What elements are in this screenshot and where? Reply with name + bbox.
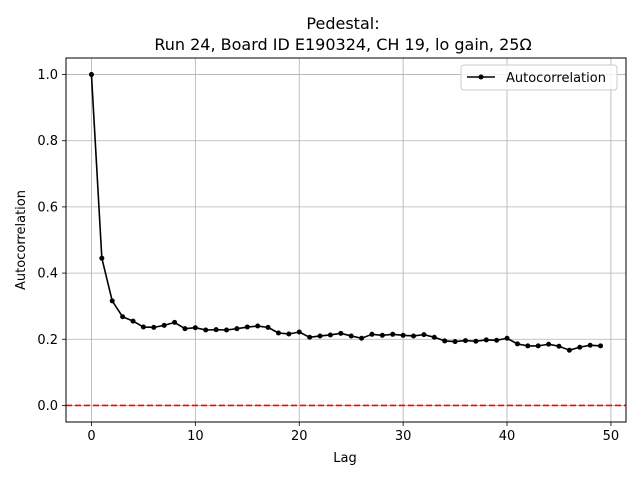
data-point xyxy=(203,327,209,333)
legend: Autocorrelation xyxy=(460,64,618,91)
y-axis-label: Autocorrelation xyxy=(14,190,29,290)
data-point xyxy=(317,333,323,339)
data-point xyxy=(514,341,520,347)
y-tick-label: 0.8 xyxy=(37,134,58,149)
x-tick-label: 30 xyxy=(395,429,412,444)
axes-frame xyxy=(65,57,627,423)
data-point xyxy=(109,298,115,304)
y-tick-label: 1.0 xyxy=(37,68,58,83)
data-point xyxy=(296,329,302,335)
data-point xyxy=(265,324,271,330)
data-point xyxy=(348,333,354,339)
data-point xyxy=(504,335,510,341)
y-tick-label: 0.4 xyxy=(37,267,58,282)
data-point xyxy=(192,325,198,331)
data-point xyxy=(224,327,230,333)
data-point xyxy=(338,330,344,336)
data-point xyxy=(494,337,500,343)
legend-box xyxy=(460,64,618,91)
data-point xyxy=(566,347,572,353)
data-point xyxy=(234,326,240,332)
data-point xyxy=(130,318,136,324)
data-point xyxy=(120,314,126,320)
data-point xyxy=(421,332,427,338)
chart-title-line-2: Run 24, Board ID E190324, CH 19, lo gain… xyxy=(154,35,531,54)
legend-label: Autocorrelation xyxy=(506,71,606,86)
data-point xyxy=(244,324,250,330)
data-point xyxy=(140,324,146,330)
data-point xyxy=(442,338,448,344)
y-tick-label: 0.2 xyxy=(37,333,58,348)
data-point xyxy=(88,72,94,78)
y-tick-label: 0.0 xyxy=(37,399,58,414)
data-point xyxy=(431,334,437,340)
data-point xyxy=(255,323,261,329)
x-axis-label: Lag xyxy=(333,451,356,466)
x-tick-label: 0 xyxy=(87,429,95,444)
data-point xyxy=(400,332,406,338)
chart-title-line-1: Pedestal: xyxy=(306,14,379,33)
data-point xyxy=(473,338,479,344)
y-tick-label: 0.6 xyxy=(37,200,58,215)
data-point xyxy=(161,322,167,328)
data-point xyxy=(556,343,562,349)
ticks: 0 10 20 30 40 50 0.0 0.2 0.4 0.6 0.8 1.0 xyxy=(37,68,619,444)
series-group xyxy=(88,72,604,353)
x-tick-label: 40 xyxy=(499,429,516,444)
data-point xyxy=(369,331,375,337)
data-point xyxy=(525,343,531,349)
data-point xyxy=(182,326,188,332)
data-point xyxy=(172,319,178,325)
grid xyxy=(66,58,626,422)
data-point xyxy=(546,341,552,347)
legend-marker xyxy=(478,74,484,80)
data-point xyxy=(286,331,292,337)
data-point xyxy=(275,330,281,336)
data-point xyxy=(390,331,396,337)
data-point xyxy=(327,332,333,338)
data-point xyxy=(462,338,468,344)
x-tick-label: 20 xyxy=(291,429,308,444)
data-point xyxy=(151,324,157,330)
data-point xyxy=(379,332,385,338)
data-point xyxy=(452,339,458,345)
data-point xyxy=(307,334,313,340)
data-point xyxy=(535,343,541,349)
data-point xyxy=(483,337,489,343)
data-point xyxy=(411,333,417,339)
data-point xyxy=(577,344,583,350)
x-tick-label: 50 xyxy=(603,429,620,444)
data-point xyxy=(213,327,219,333)
data-point xyxy=(598,343,604,349)
data-point xyxy=(99,255,105,261)
data-point xyxy=(359,335,365,341)
x-tick-label: 10 xyxy=(187,429,204,444)
data-point xyxy=(587,342,593,348)
